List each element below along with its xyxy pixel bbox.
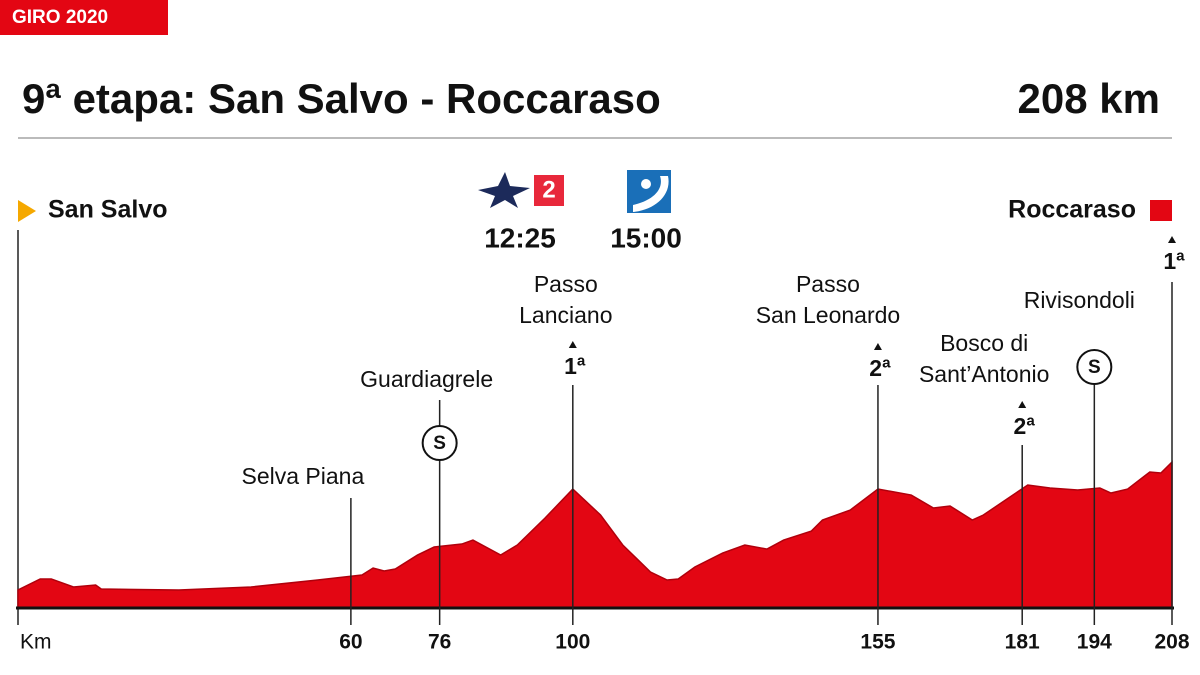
profile-area [17, 460, 1173, 609]
poi-label: Selva Piana [242, 463, 365, 489]
x-tick-label: 208 [1154, 631, 1189, 654]
start: San Salvo [48, 196, 168, 224]
start-flag [18, 200, 36, 222]
poi-label: Passo [534, 271, 598, 297]
poi-label: Passo [796, 271, 860, 297]
climb-triangle [873, 343, 882, 350]
x-tick-label: 181 [1005, 631, 1040, 654]
x-tick-label: 100 [555, 631, 590, 654]
finish: Roccaraso [1008, 196, 1136, 224]
climb-category: 2ª [1014, 413, 1036, 439]
sprint-label: S [433, 433, 446, 454]
climb-triangle [568, 341, 577, 348]
badge-box [0, 0, 168, 35]
x-tick-label: 76 [428, 631, 451, 654]
channel: 2 [542, 176, 555, 203]
logo-teledeporte [478, 172, 564, 208]
x-axis-label: Km [20, 631, 52, 654]
poi-label: San Leonardo [756, 302, 901, 328]
poi-label: Rivisondoli [1024, 287, 1135, 313]
climb-category: 2ª [869, 355, 891, 381]
climb-triangle [1168, 236, 1176, 243]
badge: GIRO 2020 [12, 7, 108, 28]
x-tick-label: 60 [339, 631, 362, 654]
sprint-marker [421, 425, 458, 461]
x-tick-label: 155 [860, 631, 895, 654]
distance: 208 km [1018, 75, 1160, 122]
sprint-label: S [1088, 357, 1101, 378]
climb-category: 1ª [564, 353, 586, 379]
logo-eurosport [627, 170, 671, 213]
poi-label: Guardiagrele [360, 366, 493, 392]
broadcast-time: 12:25 [484, 222, 556, 253]
sprint-marker [1076, 349, 1113, 385]
climb-category: 1ª [1163, 248, 1185, 274]
finish-flag [1150, 200, 1172, 221]
title: 9ª etapa: San Salvo - Roccaraso [22, 75, 661, 122]
x-tick-label: 194 [1077, 631, 1112, 654]
climb-triangle [1018, 401, 1027, 408]
poi-label: Sant’Antonio [919, 361, 1049, 387]
broadcast-time: 15:00 [610, 222, 682, 253]
poi-label: Lanciano [519, 302, 612, 328]
poi-label: Bosco di [940, 330, 1028, 356]
